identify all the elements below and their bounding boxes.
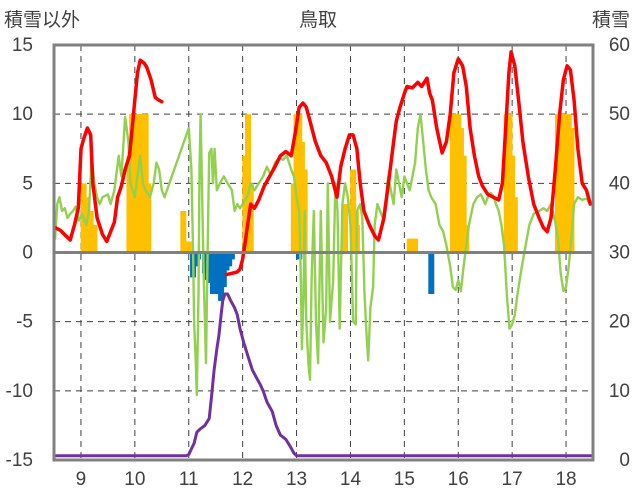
red-line-1 xyxy=(224,50,593,277)
y-left-tick-label-3: 0 xyxy=(22,243,33,264)
orange-bar-38 xyxy=(511,197,518,253)
x-tick-label-8: 17 xyxy=(502,469,523,490)
orange-bar-28 xyxy=(412,238,419,253)
lines xyxy=(53,50,595,458)
y-left-tick-label-0: -15 xyxy=(6,450,33,471)
x-tick-label-2: 11 xyxy=(179,469,199,490)
orange-bar-22 xyxy=(342,204,349,253)
x-tick-label-6: 15 xyxy=(394,469,415,490)
orange-bar-44 xyxy=(568,128,575,253)
y-left-tick-label-4: 5 xyxy=(22,173,33,194)
y-right-tick-label-1: 10 xyxy=(609,381,630,402)
chart-title: 鳥取 xyxy=(299,9,337,31)
y-left-tick-label-1: -10 xyxy=(6,381,33,402)
blue-bar-12 xyxy=(226,252,233,267)
y-right-tick-label-5: 50 xyxy=(609,104,630,125)
tick-labels: 9 10 11 12 13 14 15 16 17 18 -15 -10 -5 0 5 10 15 0 10 20 30… xyxy=(6,35,630,490)
x-tick-label-1: 10 xyxy=(124,469,145,490)
orange-bar-16 xyxy=(247,183,254,253)
orange-bar-33 xyxy=(460,155,467,253)
y-right-tick-label-4: 40 xyxy=(609,173,630,194)
y-right-label: 積雪 xyxy=(592,9,630,31)
red-line-0 xyxy=(53,58,164,244)
orange-bar-2 xyxy=(87,211,94,253)
axes xyxy=(52,43,595,462)
y-left-tick-label-2: -5 xyxy=(16,312,33,333)
blue-bar-1 xyxy=(192,252,199,267)
y-right-tick-label-2: 20 xyxy=(609,312,630,333)
x-tick-label-0: 9 xyxy=(76,469,87,490)
x-tick-label-4: 13 xyxy=(286,469,307,490)
x-tick-label-3: 12 xyxy=(232,469,253,490)
y-left-tick-label-6: 15 xyxy=(12,35,33,56)
blue-bar-15 xyxy=(428,252,435,294)
orange-bar-11 xyxy=(145,183,152,253)
y-right-tick-label-3: 30 xyxy=(609,243,630,264)
y-left-label: 積雪以外 xyxy=(4,9,80,31)
x-tick-label-5: 14 xyxy=(340,469,362,490)
purple-line-3 xyxy=(53,292,595,458)
orange-bar-12 xyxy=(180,211,187,253)
x-tick-label-9: 18 xyxy=(555,469,576,490)
orange-bar-13 xyxy=(185,241,192,253)
orange-bar-3 xyxy=(91,224,98,253)
y-left-tick-label-5: 10 xyxy=(12,104,33,125)
y-right-tick-label-0: 0 xyxy=(619,450,630,471)
blue-bar-13 xyxy=(228,252,235,260)
y-right-tick-label-6: 60 xyxy=(609,35,630,56)
x-tick-label-7: 16 xyxy=(448,469,469,490)
